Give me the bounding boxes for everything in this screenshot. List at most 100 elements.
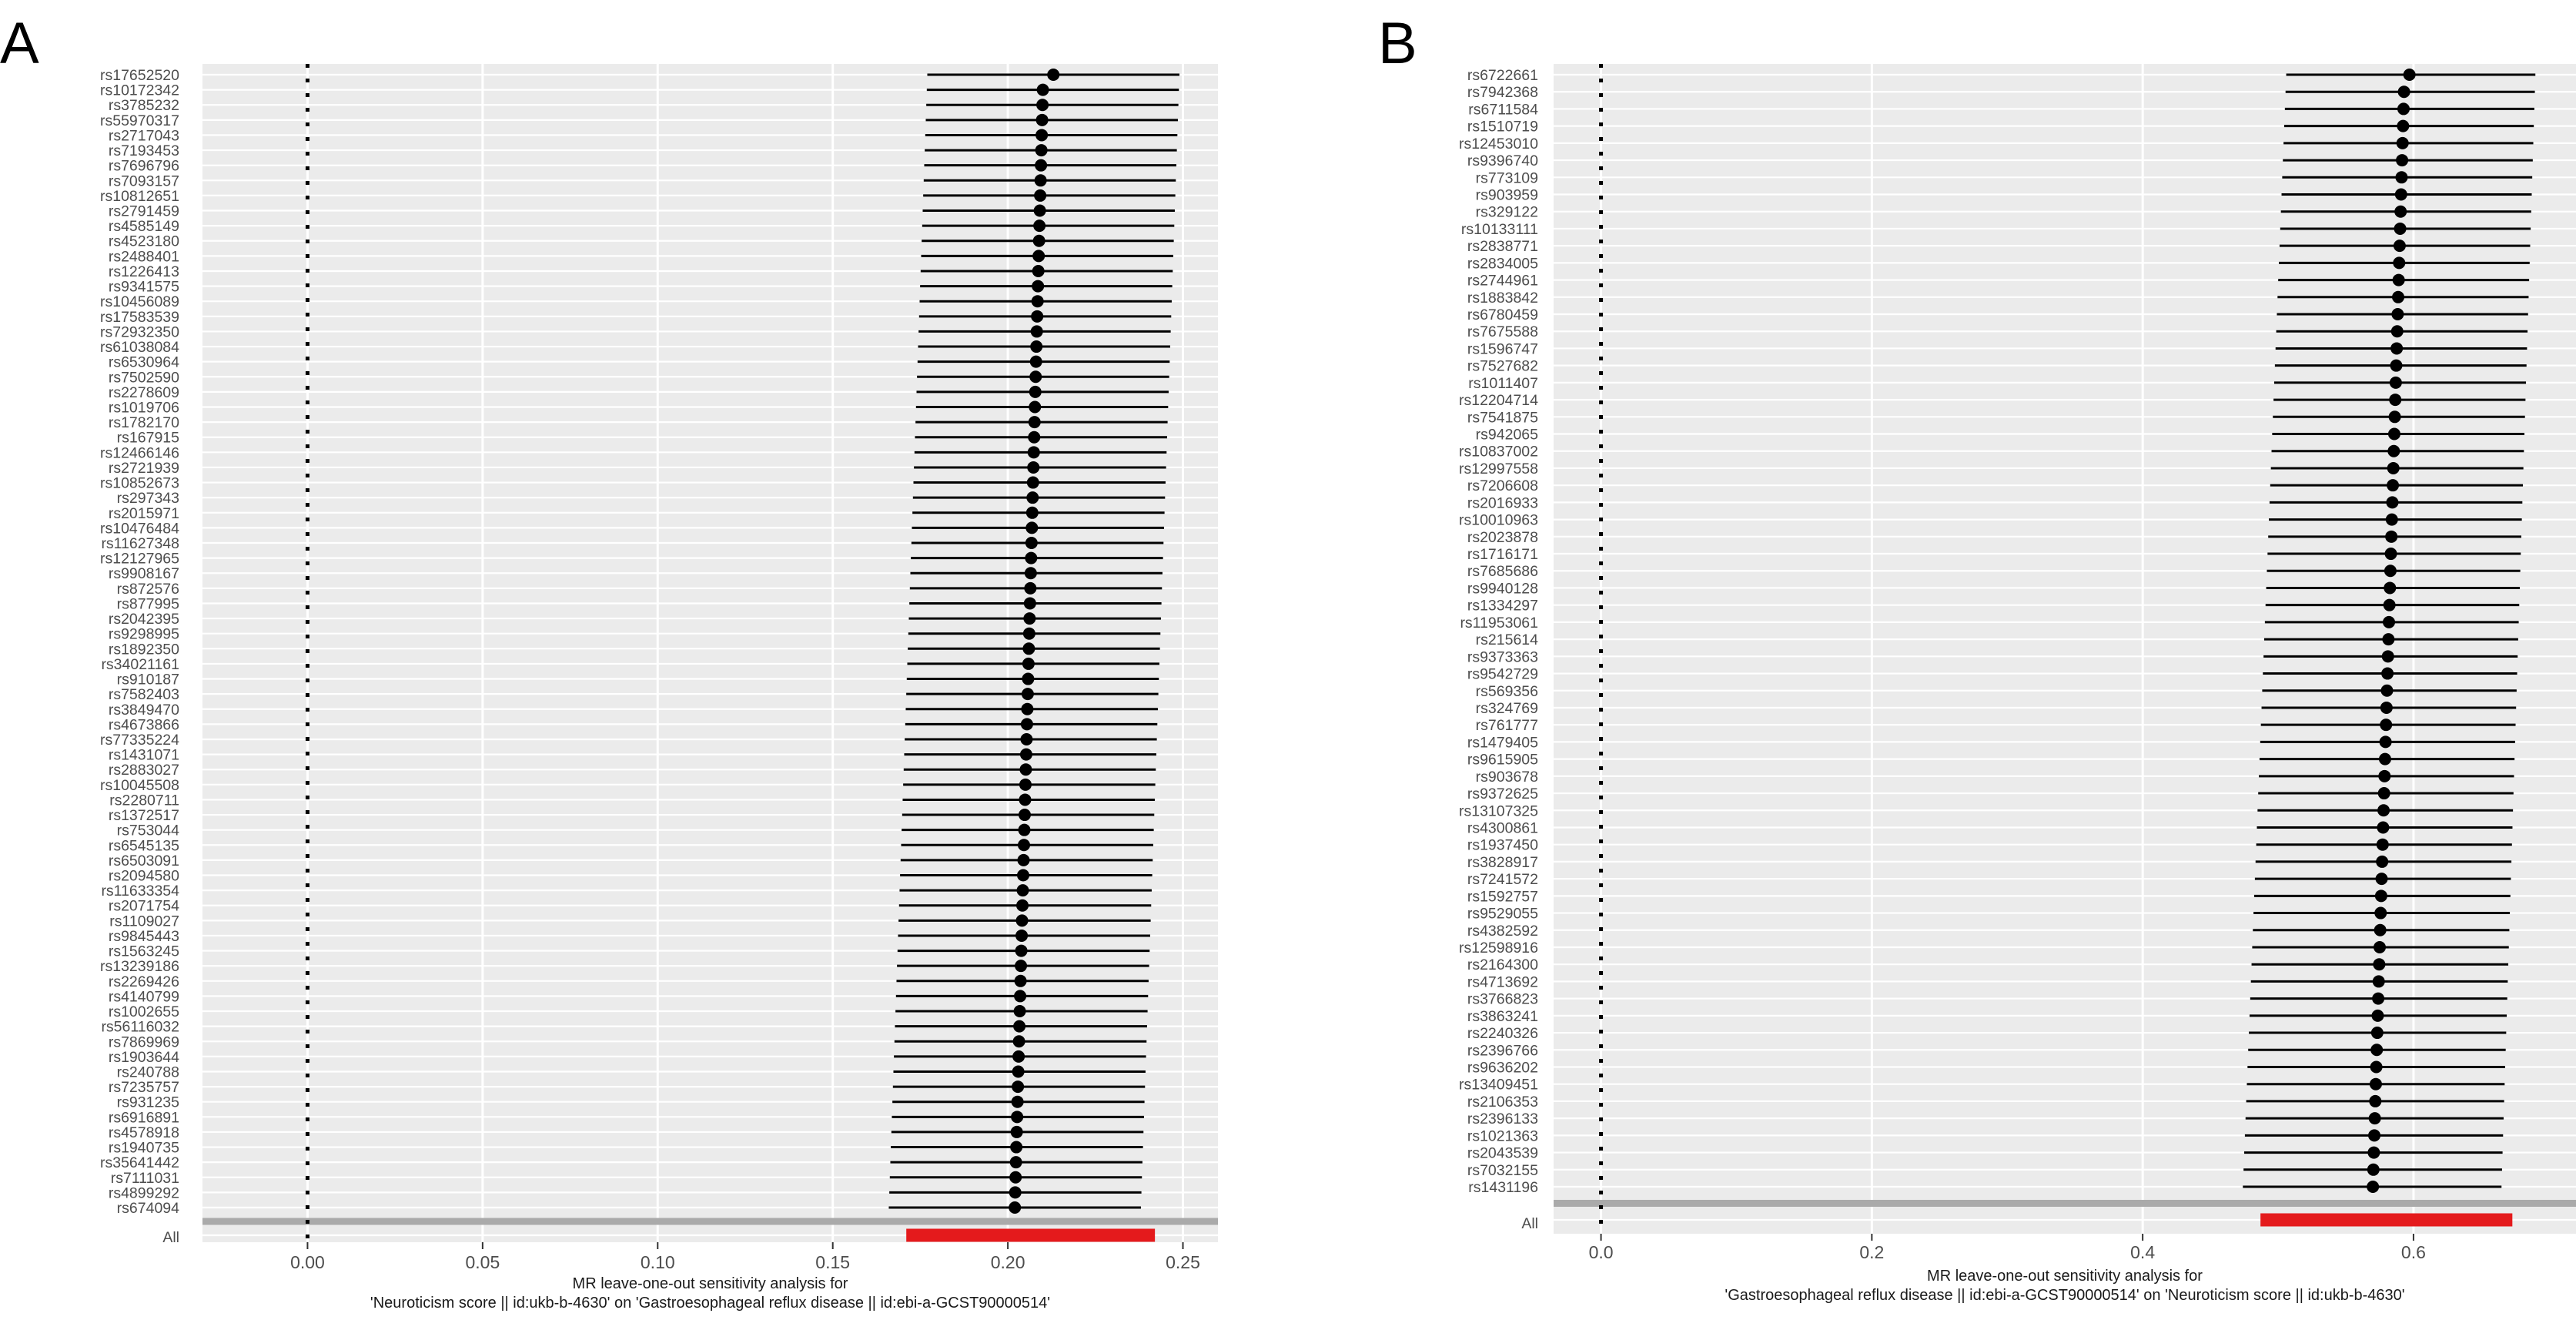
snp-label: rs903678 — [1476, 769, 1538, 786]
snp-estimate-point — [1023, 597, 1036, 610]
snp-estimate-point — [2377, 821, 2390, 834]
snp-estimate-point — [2390, 342, 2404, 355]
snp-estimate-point — [1011, 1111, 1024, 1124]
snp-label: rs2488401 — [109, 248, 179, 265]
snp-estimate-point — [2396, 154, 2409, 167]
snp-label: rs2240326 — [1467, 1025, 1538, 1042]
snp-estimate-point — [1022, 642, 1035, 655]
snp-estimate-point — [2384, 548, 2397, 561]
snp-label: rs7675588 — [1467, 323, 1538, 340]
snp-estimate-point — [1026, 476, 1039, 489]
forest-plot-panel-b: rs6722661rs7942368rs6711584rs1510719rs12… — [1459, 64, 2576, 1304]
snp-label: rs1592757 — [1467, 888, 1538, 905]
snp-estimate-point — [1031, 310, 1044, 323]
snp-label: rs3863241 — [1467, 1008, 1538, 1025]
snp-estimate-point — [1035, 144, 1048, 157]
snp-estimate-point — [2374, 889, 2387, 903]
snp-estimate-point — [1013, 1005, 1026, 1018]
snp-label: rs7696796 — [109, 158, 179, 175]
snp-label: rs2744961 — [1467, 273, 1538, 290]
snp-estimate-point — [1010, 1141, 1023, 1154]
snp-estimate-point — [1022, 627, 1035, 640]
snp-estimate-point — [1027, 446, 1040, 459]
snp-estimate-point — [2377, 787, 2390, 800]
snp-estimate-point — [1029, 370, 1042, 384]
snp-label: rs2883027 — [109, 762, 179, 779]
snp-label: rs2269426 — [109, 973, 179, 990]
snp-estimate-point — [2387, 479, 2400, 492]
snp-label: rs7527682 — [1467, 358, 1538, 375]
snp-estimate-point — [1019, 763, 1032, 776]
snp-estimate-point — [2384, 564, 2397, 578]
snp-estimate-point — [1034, 189, 1047, 202]
snp-estimate-point — [1047, 69, 1060, 81]
snp-label: rs9396740 — [1467, 152, 1538, 169]
snp-estimate-point — [1019, 793, 1032, 806]
snp-estimate-point — [2383, 615, 2396, 628]
snp-label: rs674094 — [117, 1200, 179, 1217]
snp-estimate-point — [2371, 1009, 2384, 1022]
snp-estimate-point — [2386, 496, 2399, 509]
snp-estimate-point — [2381, 667, 2394, 680]
snp-label: rs12598916 — [1459, 940, 1538, 956]
snp-estimate-point — [1009, 1156, 1022, 1169]
snp-label: rs13239186 — [100, 958, 179, 975]
snp-estimate-point — [1019, 778, 1032, 791]
snp-label: rs72932350 — [100, 323, 179, 340]
snp-label: rs6722661 — [1467, 67, 1538, 84]
snp-estimate-point — [2397, 102, 2410, 116]
snp-estimate-point — [2377, 804, 2390, 817]
snp-estimate-point — [2370, 1060, 2383, 1074]
snp-label: rs7942368 — [1467, 84, 1538, 101]
snp-label: rs3766823 — [1467, 991, 1538, 1008]
snp-estimate-point — [1014, 990, 1027, 1003]
x-tick-label: 0.20 — [991, 1252, 1025, 1272]
snp-label: rs9615905 — [1467, 752, 1538, 769]
snp-label: rs942065 — [1476, 427, 1538, 444]
snp-label: rs11627348 — [101, 535, 179, 552]
snp-estimate-point — [1028, 430, 1041, 444]
snp-estimate-point — [2380, 719, 2393, 732]
snp-estimate-point — [2391, 308, 2404, 321]
snp-label: rs10133111 — [1461, 221, 1538, 238]
snp-estimate-point — [1018, 839, 1031, 852]
snp-label: rs10045508 — [100, 777, 179, 794]
snp-estimate-point — [2367, 1146, 2380, 1159]
snp-label: rs1431071 — [109, 747, 179, 764]
snp-label: rs329122 — [1476, 204, 1538, 221]
snp-label: rs2023878 — [1467, 529, 1538, 546]
snp-label: rs1716171 — [1467, 546, 1538, 563]
snp-label: rs4899292 — [109, 1184, 179, 1201]
x-tick-label: 0.00 — [290, 1252, 325, 1272]
snp-estimate-point — [1025, 506, 1039, 519]
snp-estimate-point — [1029, 400, 1042, 414]
snp-label: rs1510719 — [1467, 119, 1538, 136]
snp-estimate-point — [1035, 129, 1049, 142]
snp-estimate-point — [2392, 273, 2405, 286]
snp-estimate-point — [2368, 1112, 2381, 1125]
snp-estimate-point — [1021, 702, 1034, 715]
snp-label: rs1334297 — [1467, 598, 1538, 615]
snp-estimate-point — [1032, 264, 1045, 277]
snp-label: rs1782170 — [109, 414, 179, 431]
x-tick-label: 0.10 — [641, 1252, 675, 1272]
snp-label: rs7235757 — [109, 1079, 179, 1096]
snp-estimate-point — [2396, 136, 2409, 149]
snp-estimate-point — [1033, 219, 1046, 233]
overall-estimate-point — [2380, 1214, 2393, 1226]
snp-estimate-point — [1031, 295, 1044, 308]
snp-label: rs61038084 — [100, 339, 179, 356]
snp-estimate-point — [2394, 222, 2407, 235]
snp-label: rs12997558 — [1459, 461, 1538, 477]
x-tick-label: 0.2 — [1859, 1242, 1884, 1262]
snp-estimate-point — [2387, 444, 2400, 457]
snp-estimate-point — [1032, 250, 1045, 263]
snp-estimate-point — [2373, 958, 2386, 971]
snp-estimate-point — [2374, 906, 2387, 920]
snp-label: rs1109027 — [109, 913, 179, 930]
snp-label: rs9373363 — [1467, 648, 1538, 665]
snp-estimate-point — [2403, 69, 2416, 81]
snp-label: rs4585149 — [109, 218, 179, 235]
snp-label: rs2106353 — [1467, 1094, 1538, 1111]
snp-estimate-point — [2372, 975, 2385, 988]
